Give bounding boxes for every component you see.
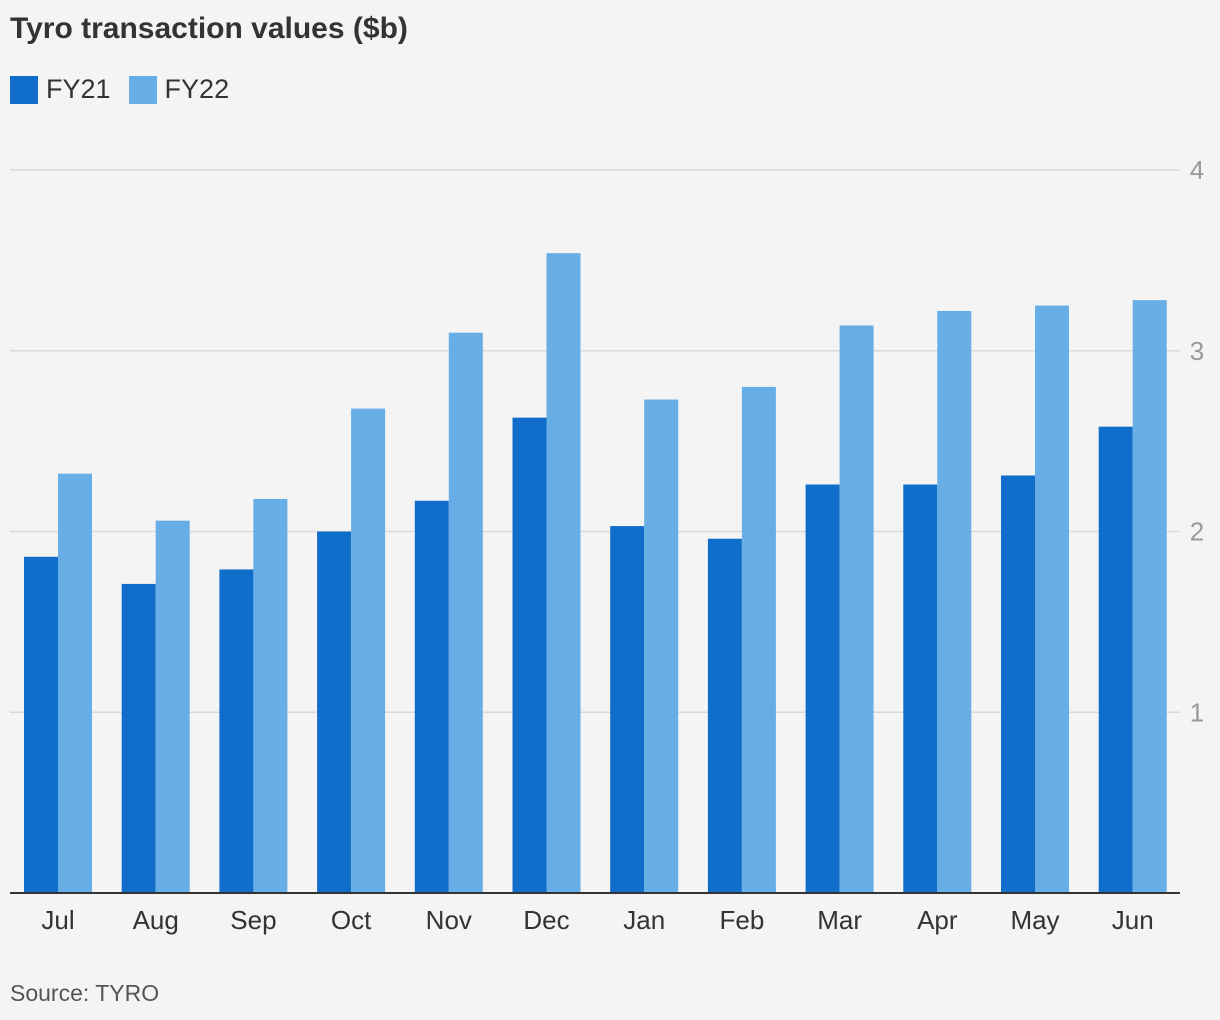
- x-tick-label: May: [1010, 905, 1059, 935]
- bar-fy21-sep: [219, 569, 254, 893]
- chart-title: Tyro transaction values ($b): [10, 12, 408, 45]
- bar-fy22-jul: [58, 473, 92, 893]
- x-tick-label: Oct: [331, 905, 372, 935]
- x-tick-label: Mar: [817, 905, 862, 935]
- legend-label-fy22: FY22: [164, 74, 230, 104]
- bar-fy21-feb: [707, 538, 742, 893]
- x-tick-label: Dec: [523, 905, 569, 935]
- source-note: Source: TYRO: [10, 980, 160, 1006]
- bar-fy21-apr: [903, 484, 938, 893]
- bar-fy22-may: [1035, 305, 1069, 893]
- legend-item-fy22: FY22: [128, 74, 230, 105]
- bar-fy21-jul: [24, 556, 58, 893]
- bar-fy22-jan: [644, 399, 679, 893]
- bar-fy21-nov: [414, 500, 449, 893]
- legend-swatch-fy22: [128, 75, 157, 104]
- x-tick-label: Jan: [623, 905, 665, 935]
- y-tick-label: 3: [1190, 336, 1204, 366]
- bar-fy21-jan: [610, 526, 645, 893]
- bar-fy22-feb: [741, 386, 776, 893]
- bar-fy22-oct: [351, 408, 386, 893]
- bar-fy22-apr: [937, 310, 972, 893]
- bar-fy21-jun: [1098, 426, 1133, 893]
- bar-fy21-mar: [805, 484, 840, 893]
- x-tick-label: Aug: [133, 905, 179, 935]
- legend-item-fy21: FY21: [10, 74, 111, 105]
- x-tick-label: Sep: [230, 905, 276, 935]
- y-tick-label: 1: [1190, 697, 1204, 727]
- bar-fy22-mar: [839, 325, 874, 893]
- bar-fy21-may: [1001, 475, 1035, 893]
- legend: FY21 FY22: [10, 74, 247, 105]
- x-tick-label: Jul: [41, 905, 74, 935]
- y-tick-label: 2: [1190, 517, 1204, 547]
- bar-fy22-aug: [155, 520, 190, 893]
- bar-fy22-dec: [546, 253, 581, 893]
- legend-label-fy21: FY21: [46, 74, 111, 104]
- bar-fy22-jun: [1132, 300, 1167, 893]
- x-tick-label: Feb: [719, 905, 764, 935]
- bar-fy22-nov: [448, 332, 483, 893]
- x-tick-label: Jun: [1112, 905, 1154, 935]
- x-tick-label: Nov: [426, 905, 472, 935]
- bar-fy21-oct: [317, 531, 352, 893]
- bar-fy22-sep: [253, 498, 288, 893]
- y-tick-label: 4: [1190, 155, 1204, 185]
- bar-fy21-aug: [121, 583, 156, 893]
- bar-fy21-dec: [512, 417, 547, 893]
- x-tick-label: Apr: [917, 905, 958, 935]
- legend-swatch-fy21: [10, 75, 38, 104]
